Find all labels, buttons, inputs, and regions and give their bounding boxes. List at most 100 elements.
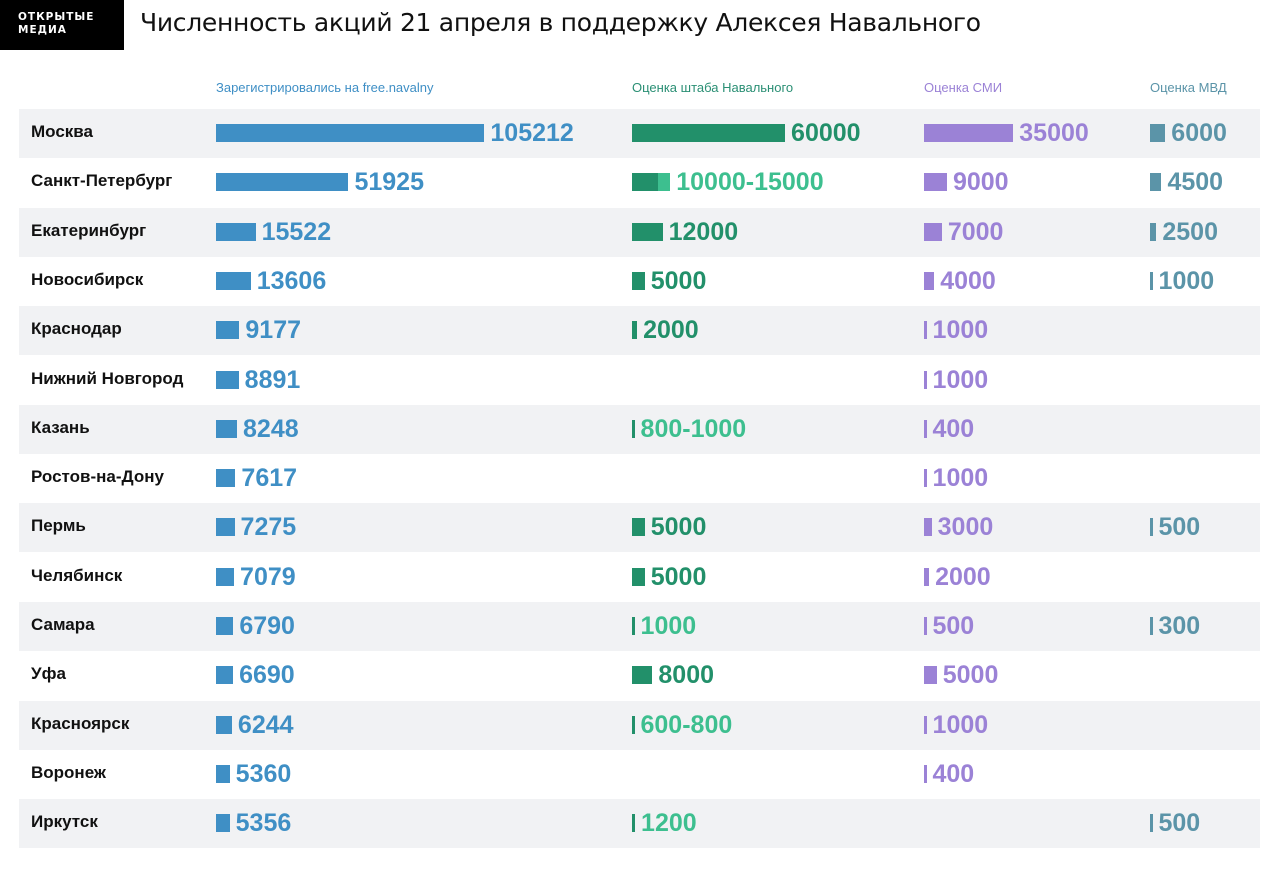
value-label-media: 400: [932, 414, 975, 443]
value-label-registered: 9177: [245, 316, 302, 345]
value-label-hq: 10000-15000: [676, 168, 824, 197]
column-header-media: Оценка СМИ: [924, 80, 1003, 95]
value-label-registered: 15522: [261, 217, 332, 246]
value-label-mvd: 300: [1158, 612, 1201, 640]
page-title: Численность акций 21 апреля в поддержку …: [140, 8, 981, 37]
bar-media: [924, 321, 927, 340]
value-label-media: 1000: [932, 464, 989, 493]
bar-media: [924, 271, 935, 290]
bar-registered: [216, 814, 230, 833]
bar-registered: [216, 764, 230, 783]
column-header-hq: Оценка штаба Навального: [632, 80, 794, 95]
bar-hq: [632, 271, 645, 290]
value-label-hq: 800-1000: [640, 414, 747, 443]
bar-hq-range-extension: [657, 173, 671, 192]
table-row: [19, 700, 1260, 750]
bar-media: [924, 617, 927, 635]
city-label: Краснодар: [31, 319, 122, 339]
city-label: Пермь: [31, 516, 86, 536]
bar-hq: [632, 419, 635, 438]
value-label-registered: 7275: [240, 513, 297, 542]
value-label-hq: 1200: [641, 809, 697, 838]
value-label-registered: 7617: [241, 464, 298, 493]
bar-mvd: [1150, 222, 1157, 241]
bar-media: [924, 666, 937, 685]
value-label-registered: 13606: [256, 266, 327, 295]
value-label-media: 400: [932, 759, 975, 788]
table-row: [19, 454, 1260, 503]
city-label: Ростов-на-Дону: [31, 467, 164, 487]
bar-hq: [632, 617, 635, 635]
bar-registered: [216, 419, 238, 438]
value-label-hq: 5000: [650, 562, 707, 591]
bar-media: [924, 764, 927, 783]
value-label-media: 1000: [932, 710, 989, 739]
city-label: Челябинск: [31, 565, 123, 585]
value-label-media: 1000: [932, 365, 989, 394]
value-label-hq: 600-800: [640, 710, 733, 739]
city-label: Екатеринбург: [31, 220, 147, 240]
bar-media: [924, 567, 930, 586]
city-label: Самара: [31, 615, 95, 634]
value-label-mvd: 500: [1158, 809, 1201, 838]
column-header-mvd: Оценка МВД: [1150, 80, 1227, 95]
value-label-hq: 8000: [658, 661, 715, 690]
value-label-hq: 1000: [640, 612, 697, 640]
value-label-hq: 5000: [650, 266, 707, 295]
bar-registered: [216, 370, 239, 389]
bar-registered: [216, 617, 234, 635]
bar-hq: [632, 715, 635, 734]
bar-registered: [216, 124, 485, 142]
bar-hq: [632, 518, 645, 537]
bar-registered: [216, 469, 236, 488]
bar-registered: [216, 518, 235, 537]
city-label: Воронеж: [31, 762, 106, 782]
value-label-mvd: 1000: [1158, 266, 1215, 295]
value-label-media: 5000: [942, 661, 999, 690]
city-label: Нижний Новгород: [31, 368, 184, 388]
bar-registered: [216, 222, 256, 241]
value-label-registered: 6244: [237, 710, 294, 739]
table-row: [19, 799, 1260, 849]
value-label-registered: 5356: [235, 809, 292, 838]
bar-registered: [216, 567, 235, 586]
logo-line-2: МЕДИА: [18, 24, 67, 36]
bar-hq: [632, 814, 636, 833]
table-row: [19, 306, 1260, 356]
value-label-mvd: 6000: [1171, 119, 1227, 147]
bar-mvd: [1150, 814, 1153, 833]
bar-mvd: [1150, 124, 1166, 142]
city-label: Москва: [31, 122, 93, 141]
city-label: Уфа: [31, 664, 66, 684]
value-label-media: 500: [932, 612, 975, 640]
bar-hq: [632, 124, 786, 142]
bar-media: [924, 124, 1014, 142]
bar-hq: [632, 666, 653, 685]
bar-hq: [632, 567, 645, 586]
bar-mvd: [1150, 518, 1153, 537]
value-label-media: 4000: [940, 266, 996, 295]
bar-hq: [632, 173, 658, 192]
city-label: Новосибирск: [31, 269, 144, 289]
value-label-mvd: 4500: [1167, 168, 1224, 197]
bar-registered: [216, 271, 251, 290]
bar-registered: [216, 321, 240, 340]
value-label-registered: 6690: [239, 661, 295, 690]
bar-hq: [632, 321, 638, 340]
value-label-hq: 60000: [791, 119, 861, 147]
bar-mvd: [1150, 617, 1153, 635]
table-row: [19, 356, 1260, 405]
bar-media: [924, 419, 927, 438]
city-label: Красноярск: [31, 713, 130, 733]
bar-mvd: [1150, 173, 1162, 192]
logo-line-1: ОТКРЫТЫЕ: [18, 11, 95, 23]
value-label-media: 3000: [937, 513, 994, 542]
value-label-media: 1000: [932, 316, 989, 345]
value-label-mvd: 500: [1158, 513, 1201, 542]
value-label-media: 35000: [1019, 119, 1089, 147]
bar-media: [924, 370, 927, 389]
value-label-media: 7000: [947, 217, 1004, 246]
city-label: Иркутск: [31, 812, 98, 832]
value-label-registered: 8248: [243, 414, 299, 443]
